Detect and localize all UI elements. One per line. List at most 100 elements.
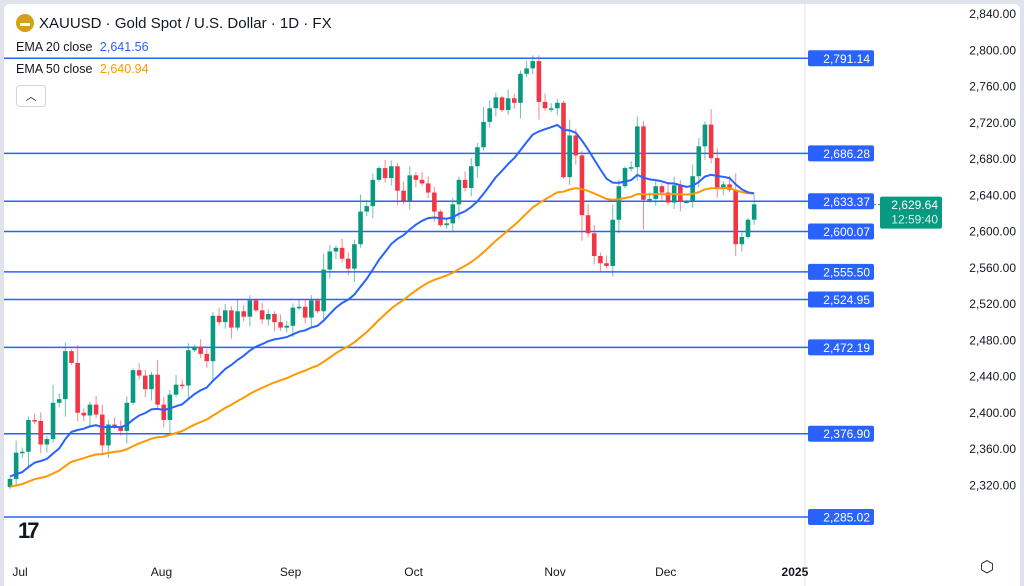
candle-body [235,311,240,328]
y-tick-label: 2,360.00 [969,442,1016,456]
candle [93,395,99,419]
candle [266,309,271,326]
settings-gear-icon[interactable]: ⬡ [980,559,994,576]
candle [345,252,351,275]
x-tick-label: 2025 [782,565,809,579]
candle-body [124,402,130,431]
bar-countdown-label: 12:59:40 [891,213,938,227]
candle-body [204,353,210,362]
candle-body [401,190,406,201]
y-tick-label: 2,640.00 [969,188,1016,202]
y-tick-label: 2,840.00 [969,7,1016,21]
candle [555,98,560,116]
candle [44,435,50,453]
candle [204,348,210,368]
candle-body [641,126,646,200]
candle-body [518,73,523,103]
candle [456,176,462,219]
ema50-legend[interactable]: EMA 50 close 2,640.94 [16,62,332,76]
candle-body [143,375,148,390]
candle [253,298,259,313]
candle-body [302,306,308,318]
x-tick-label: Sep [280,565,302,579]
candle [247,295,253,327]
candle-body [432,192,437,212]
candle-body [222,310,228,323]
candle [462,171,468,192]
candle [50,384,56,443]
candle [542,93,548,111]
candle-body [419,179,425,184]
candle [81,408,87,422]
candle [315,298,320,314]
candle-body [186,350,191,386]
candle-body [604,263,609,266]
candle [616,179,622,234]
candle-body [376,168,382,180]
candle [419,172,425,186]
candle-body [112,424,117,427]
candle-body [610,219,615,266]
x-tick-label: Aug [151,565,172,579]
candle [610,204,615,277]
candle [702,121,708,160]
candle [481,107,486,151]
candle-body [555,102,560,109]
price-chart[interactable]: 2,840.00 2,800.00 2,760.00 2,720.00 2,680.00… [4,4,1020,586]
y-tick-label: 2,760.00 [969,80,1016,94]
candle [302,299,308,324]
collapse-legend-button[interactable]: ︿ [16,85,46,107]
candle [659,182,665,201]
candle-body [106,424,111,446]
ema20-legend[interactable]: EMA 20 close 2,641.56 [16,40,332,54]
candle-body [32,420,37,422]
candle-body [352,244,357,269]
candle-body [339,247,345,259]
candle-body [598,255,603,264]
candle [235,299,240,331]
candle-body [93,404,99,415]
candle [635,116,640,181]
tradingview-logo-icon[interactable]: 17 [18,518,40,543]
candle [370,173,376,219]
candle [733,173,738,256]
gold-bars-icon: ▬ [16,14,34,32]
last-price-badge [880,196,942,229]
symbol-title: XAUUSD · Gold Spot / U.S. Dollar · 1D · … [39,14,332,32]
candle [173,374,179,398]
y-tick-label: 2,720.00 [969,116,1016,130]
candle [272,311,277,332]
candle-body [309,300,314,318]
candle [745,217,751,239]
level-price-label: 2,376.90 [823,427,870,441]
level-price-badge [808,339,874,356]
level-price-badge [808,425,874,442]
legend: ▬ XAUUSD · Gold Spot / U.S. Dollar · 1D … [16,14,332,107]
candle [401,181,406,205]
candle [192,344,197,353]
candle-body [493,97,499,109]
candle-body [622,168,628,187]
y-tick-label: 2,520.00 [969,297,1016,311]
candle-body [702,124,708,147]
candle-body [272,313,277,323]
candle [548,103,554,113]
candle-body [690,176,695,202]
candle-body [118,426,123,431]
candle [696,138,702,188]
level-price-label: 2,633.37 [823,195,870,209]
candle-body [149,374,154,390]
y-tick-label: 2,600.00 [969,225,1016,239]
candle [671,176,677,209]
candle-body [413,175,419,180]
symbol-title-row[interactable]: ▬ XAUUSD · Gold Spot / U.S. Dollar · 1D … [16,14,332,32]
candle [296,299,302,311]
candle [512,93,517,109]
level-price-label: 2,600.07 [823,225,870,239]
y-tick-label: 2,400.00 [969,406,1016,420]
candle-body [512,98,517,103]
candle-body [487,108,492,122]
y-tick-label: 2,320.00 [969,478,1016,492]
candle [284,320,290,333]
candle-body [87,404,93,416]
